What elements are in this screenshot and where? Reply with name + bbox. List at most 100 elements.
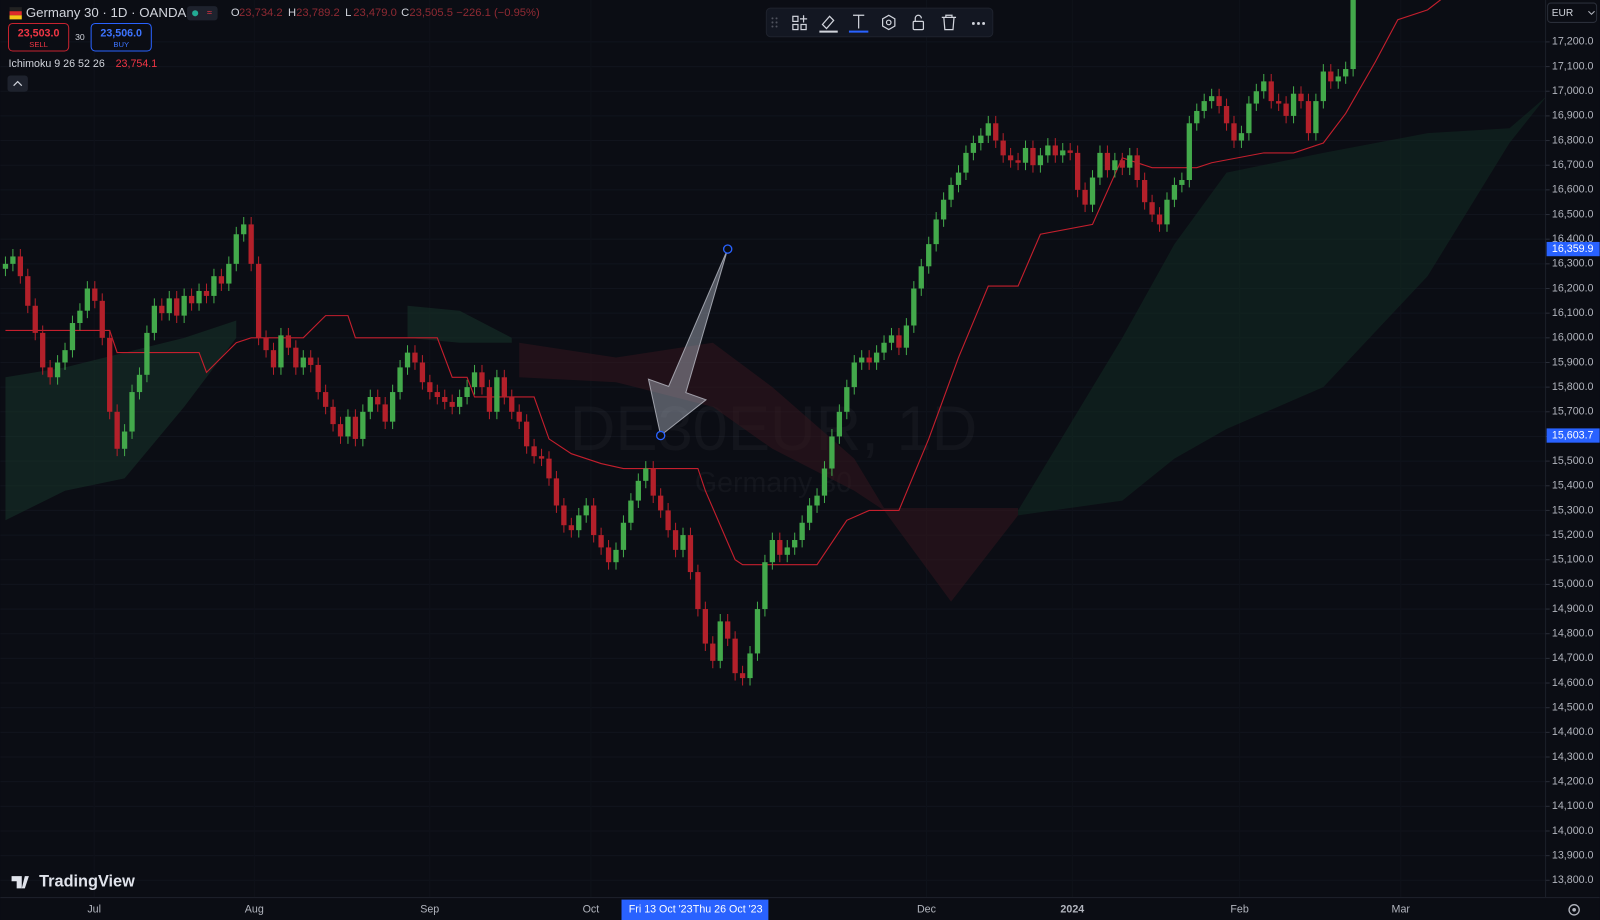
sell-label: SELL bbox=[29, 40, 48, 49]
buy-button[interactable] bbox=[90, 22, 152, 52]
collapse-button[interactable] bbox=[7, 75, 28, 92]
candle-body bbox=[561, 505, 567, 526]
candle-body bbox=[1253, 91, 1259, 104]
candle-body bbox=[218, 276, 225, 284]
candle-body bbox=[196, 290, 202, 304]
candle-body bbox=[821, 468, 828, 496]
price-tick-label: 14,400.0 bbox=[1552, 726, 1594, 738]
candle-body bbox=[211, 276, 217, 296]
toolbar-bg bbox=[765, 7, 994, 38]
candle-body bbox=[2, 263, 9, 269]
price-tick-label: 14,500.0 bbox=[1552, 702, 1594, 714]
settings-button[interactable] bbox=[882, 14, 896, 31]
price-tick-label: 15,400.0 bbox=[1552, 480, 1594, 492]
time-label: Jul bbox=[87, 904, 101, 916]
price-tick-label: 16,400.0 bbox=[1552, 233, 1594, 245]
currency-button[interactable] bbox=[1547, 2, 1598, 23]
candle-body bbox=[166, 298, 172, 314]
delete-button[interactable] bbox=[941, 14, 957, 31]
candle-body bbox=[814, 495, 820, 506]
drag-handle[interactable] bbox=[771, 17, 778, 28]
candle-body bbox=[397, 367, 403, 393]
candle-body bbox=[650, 468, 656, 496]
ohlc-value: 23,789.2 bbox=[296, 7, 340, 19]
price-tick-label: 16,700.0 bbox=[1552, 159, 1594, 171]
ichimoku-cloud bbox=[5, 320, 237, 521]
sell-price: 23,503.0 bbox=[18, 27, 60, 39]
currency: EUR bbox=[1552, 8, 1574, 19]
candle-body bbox=[1223, 106, 1230, 124]
candle-body bbox=[151, 305, 158, 333]
settings-button[interactable] bbox=[1568, 904, 1580, 916]
candle-body bbox=[896, 335, 902, 348]
candle-body bbox=[494, 377, 500, 412]
status-pill[interactable] bbox=[187, 6, 218, 21]
ichimoku-cloud bbox=[407, 305, 512, 343]
candle-body bbox=[881, 342, 887, 353]
price-tick-label: 15,500.0 bbox=[1552, 455, 1594, 467]
candle-body bbox=[576, 515, 582, 531]
candle-body bbox=[509, 396, 515, 412]
candle-body bbox=[665, 510, 671, 531]
candle-body bbox=[1171, 184, 1178, 200]
candle-body bbox=[99, 300, 105, 338]
buy-price: 23,506.0 bbox=[100, 27, 142, 39]
price-tick-label: 14,800.0 bbox=[1552, 628, 1594, 640]
candle-body bbox=[486, 387, 493, 412]
candle-body bbox=[203, 290, 210, 296]
price-tick-label: 16,900.0 bbox=[1552, 110, 1594, 122]
lock-button[interactable] bbox=[912, 14, 925, 31]
candle-body bbox=[129, 392, 135, 432]
candle-body bbox=[903, 325, 910, 348]
candle-body bbox=[226, 263, 232, 284]
plot-area: DE30EUR, 1D Germany 30 bbox=[2, 0, 1546, 686]
candle-body bbox=[69, 323, 76, 351]
candle-body bbox=[308, 357, 314, 365]
candle-body bbox=[434, 392, 440, 397]
anchor-point[interactable] bbox=[722, 244, 733, 254]
candle-body bbox=[1030, 147, 1036, 166]
candle-body bbox=[1201, 101, 1207, 111]
candle-body bbox=[1149, 202, 1155, 215]
candle-body bbox=[911, 288, 917, 326]
candle-body bbox=[315, 364, 321, 393]
candle-body bbox=[1089, 177, 1096, 205]
price-highlight bbox=[1546, 428, 1600, 443]
candle-body bbox=[479, 372, 485, 388]
time-highlight bbox=[621, 899, 769, 920]
candle-body bbox=[382, 404, 388, 422]
time-label: Dec bbox=[917, 904, 937, 916]
sell-button[interactable] bbox=[8, 22, 70, 52]
price-tick-label: 14,700.0 bbox=[1552, 652, 1594, 664]
symbol-title: Germany 30 · 1D · OANDA bbox=[26, 5, 187, 20]
candle-body bbox=[1320, 71, 1326, 102]
price-tick-label: 15,700.0 bbox=[1552, 406, 1594, 418]
candle-body bbox=[591, 505, 597, 536]
text-button[interactable] bbox=[853, 14, 865, 29]
candle-body bbox=[1074, 152, 1081, 190]
candle-body bbox=[10, 256, 16, 264]
candle-body bbox=[442, 396, 448, 402]
candle-body bbox=[278, 335, 284, 368]
legend: Germany 30 · 1D · OANDA ≈ O 23,734.2 H 23,7… bbox=[7, 5, 540, 92]
candle-body bbox=[568, 525, 574, 531]
candle-body bbox=[933, 219, 939, 245]
buy-label: BUY bbox=[113, 40, 129, 49]
candle-body bbox=[233, 234, 239, 264]
ichimoku-cloud bbox=[519, 342, 1019, 602]
candle-body bbox=[40, 332, 46, 368]
candle-body bbox=[844, 387, 850, 412]
candle-body bbox=[136, 374, 143, 393]
price-tick-label: 14,100.0 bbox=[1552, 800, 1594, 812]
anchor-point[interactable] bbox=[655, 430, 666, 441]
candle-body bbox=[1141, 180, 1148, 203]
candle-body bbox=[836, 411, 843, 437]
price-tick-label: 17,000.0 bbox=[1552, 85, 1594, 97]
candle-body bbox=[248, 224, 254, 264]
candle-body bbox=[32, 305, 38, 333]
candle-body bbox=[114, 411, 120, 449]
more-button[interactable] bbox=[971, 22, 986, 25]
template-button[interactable] bbox=[792, 15, 808, 31]
price-tick-label: 13,900.0 bbox=[1552, 849, 1594, 861]
